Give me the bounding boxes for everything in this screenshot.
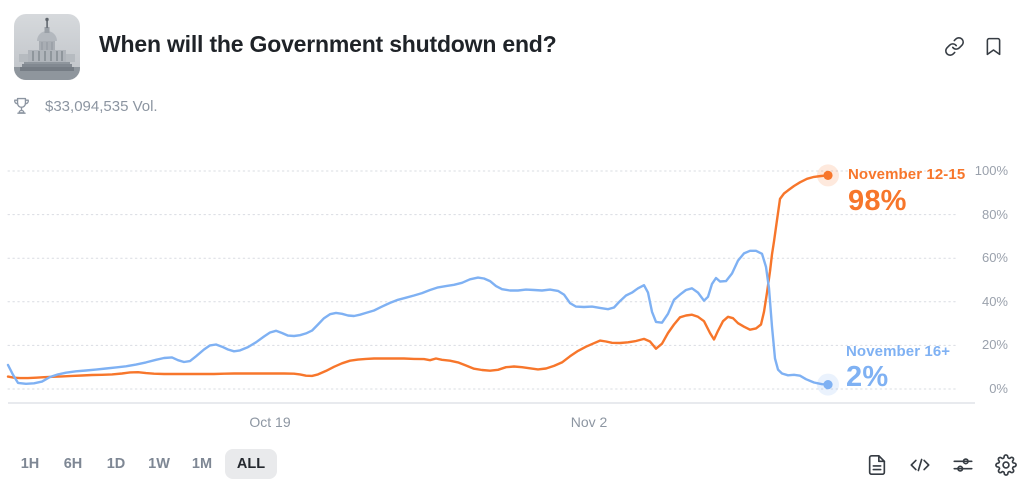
settings-button[interactable] <box>993 452 1019 478</box>
gridlines <box>7 170 959 390</box>
chart-actions <box>864 452 1019 478</box>
x-tick-0: Oct 19 <box>249 414 291 430</box>
trophy-icon <box>14 97 29 114</box>
page-title: When will the Government shutdown end? <box>99 31 557 57</box>
sliders-icon <box>953 458 973 472</box>
header-actions <box>942 34 1006 59</box>
code-icon <box>910 458 930 472</box>
link-icon <box>945 37 964 56</box>
y-tick-label: 100% <box>974 163 1008 178</box>
series-value-orange: 98% <box>848 185 907 217</box>
timeframe-all[interactable]: ALL <box>225 449 277 479</box>
chart-divider <box>8 402 975 404</box>
timeframe-1m[interactable]: 1M <box>182 449 222 479</box>
y-tick-label: 20% <box>981 337 1008 353</box>
volume-row: $33,094,535 Vol. <box>12 96 158 117</box>
series-label-blue: November 16+ <box>846 343 951 360</box>
document-icon <box>868 455 886 475</box>
market-image <box>14 14 80 80</box>
timeframe-selector: 1H 6H 1D 1W 1M ALL <box>10 449 277 479</box>
timeframe-6h[interactable]: 6H <box>53 449 93 479</box>
price-chart[interactable]: 100% 80% 60% 40% 20% 0% November 12-15 98% No… <box>0 150 1024 408</box>
copy-link-button[interactable] <box>942 34 967 59</box>
embed-button[interactable] <box>907 452 933 478</box>
y-tick-label: 60% <box>981 250 1008 266</box>
y-tick-label: 0% <box>989 381 1008 396</box>
gear-icon <box>995 454 1017 476</box>
bookmark-button[interactable] <box>981 34 1006 59</box>
timeframe-1d[interactable]: 1D <box>96 449 136 479</box>
y-tick-label: 40% <box>981 293 1008 309</box>
y-tick-label: 80% <box>981 206 1008 222</box>
series-dot-0 <box>823 170 833 180</box>
timeframe-1h[interactable]: 1H <box>10 449 50 479</box>
bookmark-icon <box>986 37 1001 56</box>
volume-text: $33,094,535 Vol. <box>45 98 158 115</box>
series-label-orange: November 12-15 <box>848 166 966 183</box>
series-dot-1 <box>823 380 833 390</box>
chart-svg <box>6 164 959 396</box>
capitol-illustration <box>14 14 80 80</box>
chart-settings-button[interactable] <box>950 452 976 478</box>
series-line-1 <box>6 249 830 386</box>
timeframe-1w[interactable]: 1W <box>139 449 179 479</box>
series-line-0 <box>6 174 830 380</box>
series-value-blue: 2% <box>846 361 889 393</box>
x-tick-1: Nov 2 <box>570 414 608 430</box>
order-book-button[interactable] <box>864 452 890 478</box>
